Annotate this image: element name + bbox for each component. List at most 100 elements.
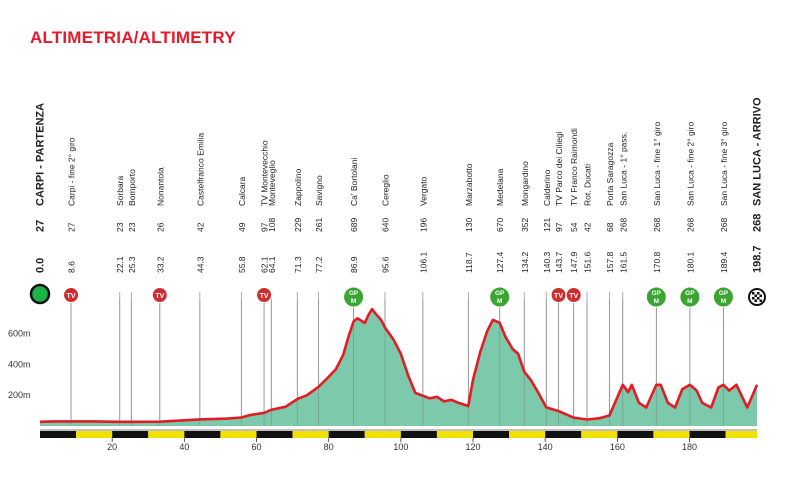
waypoint-km-label: 127.4 (495, 251, 505, 273)
waypoint-altitude-label: 268 (652, 218, 662, 232)
x-tick-label: 100 (393, 442, 408, 452)
waypoint-name-label: Monteveglio (267, 160, 277, 206)
waypoint-km-label: 106.1 (418, 251, 428, 273)
finish-flag-check (754, 294, 757, 297)
gpm-badge-icon (679, 286, 701, 308)
waypoint-km-label: 0.0 (35, 258, 47, 273)
x-tick-label: 180 (682, 442, 697, 452)
waypoint-altitude-label: 108 (267, 218, 277, 232)
waypoint-name-label: Vergato (418, 176, 428, 206)
axis-stripe-segment (473, 431, 510, 438)
start-marker-icon (29, 283, 51, 305)
waypoint-name-label: Medelana (495, 168, 505, 206)
x-tick-label: 60 (251, 442, 261, 452)
waypoint-km-label: 44.3 (195, 256, 205, 273)
tv-badge-label: TV (569, 293, 578, 300)
finish-flag-check (759, 299, 762, 302)
waypoint-altitude-label: 97 (554, 222, 564, 232)
tv-badge-label: TV (260, 293, 269, 300)
waypoint-altitude-label: 26 (155, 222, 165, 232)
x-tick-label: 140 (538, 442, 553, 452)
gpm-badge-icon (343, 286, 365, 308)
axis-stripe-segment (400, 431, 437, 438)
waypoint-km-label: 143.7 (554, 251, 564, 273)
axis-stripe-segment (725, 431, 757, 438)
axis-stripe-segment (653, 431, 690, 438)
gpm-badge-label: GP (685, 290, 695, 297)
waypoint-name-label: TV Montevecchio (260, 140, 270, 206)
waypoint-name-label: Bomporto (127, 169, 137, 206)
waypoint-km-label: 64.1 (267, 256, 277, 273)
y-tick-label: 600m (8, 329, 31, 339)
waypoint-name-label: Calderino (542, 169, 552, 206)
finish-flag-check (757, 297, 760, 300)
waypoint-km-label: 8.6 (67, 261, 77, 273)
gpm-badge-label: M (497, 298, 502, 305)
axis-stripe-segment (292, 431, 329, 438)
axis-stripe-segment (689, 431, 726, 438)
waypoint-name-label: Castelfranco Emilia (195, 133, 205, 206)
waypoint-altitude-label: 49 (237, 222, 247, 232)
waypoint-km-label: 140.3 (542, 251, 552, 273)
elevation-area (40, 309, 757, 426)
waypoint-altitude-label: 268 (685, 218, 695, 232)
gpm-badge-label: GP (719, 290, 729, 297)
waypoint-altitude-label: 261 (314, 218, 324, 232)
axis-stripe-segment (436, 431, 474, 438)
waypoint-name-label: Mongardino (520, 161, 530, 206)
waypoint-altitude-label: 27 (67, 222, 77, 232)
elevation-line (39, 307, 759, 424)
waypoint-altitude-label: 268 (618, 218, 628, 232)
waypoint-km-label: 151.6 (583, 251, 593, 273)
x-tick-label: 160 (610, 442, 625, 452)
axis-stripe-segment (545, 431, 582, 438)
waypoint-altitude-label: 130 (464, 218, 474, 232)
waypoint-km-label: 170.8 (652, 251, 662, 273)
waypoint-name-label: CARPI - PARTENZA (35, 103, 47, 206)
axis-stripe-segment (256, 431, 293, 438)
tv-badge-icon (256, 287, 273, 303)
waypoint-name-label: Porta Saragozza (605, 142, 615, 206)
x-tick-label: 80 (324, 442, 334, 452)
finish-flag-check (759, 294, 762, 297)
tv-badge-label: TV (155, 293, 164, 300)
waypoint-altitude-label: 42 (195, 222, 205, 232)
axis-stripe-segment (148, 431, 185, 438)
waypoint-km-label: 147.9 (569, 251, 579, 273)
waypoint-altitude-label: 352 (520, 218, 530, 232)
gpm-badge-label: GP (349, 290, 359, 297)
waypoint-altitude-label: 640 (380, 218, 390, 232)
gpm-badge-icon (489, 286, 511, 308)
x-tick-label: 120 (465, 442, 480, 452)
waypoint-altitude-label: 27 (35, 220, 47, 232)
waypoint-name-label: Zappolino (293, 168, 303, 206)
waypoint-km-label: 118.7 (464, 252, 474, 273)
waypoint-name-label: Nonantola (155, 167, 165, 206)
waypoint-name-label: San Luca - 1° pass. (618, 132, 628, 206)
axis-stripe-segment (581, 431, 618, 438)
waypoint-km-label: 198.7 (752, 245, 764, 273)
waypoint-name-label: Rot. Ducati (583, 164, 593, 206)
axis-stripe-segment (184, 431, 221, 438)
axis-stripe-segment (220, 431, 257, 438)
waypoint-name-label: TV Parco dei Ciliegi (554, 131, 564, 206)
waypoint-name-label: San Luca - fine 1° giro (652, 122, 662, 206)
waypoint-name-label: SAN LUCA - ARRIVO (752, 97, 764, 206)
x-tick-label: 40 (179, 442, 189, 452)
tv-badge-label: TV (67, 293, 76, 300)
waypoint-km-label: 180.1 (685, 251, 695, 273)
gpm-badge-label: M (654, 298, 659, 305)
waypoint-name-label: Ca' Bortolani (349, 157, 359, 206)
axis-stripe-segment (112, 431, 149, 438)
waypoint-altitude-label: 23 (115, 222, 125, 232)
waypoint-altitude-label: 121 (542, 218, 552, 232)
waypoint-altitude-label: 196 (418, 218, 428, 232)
waypoint-km-label: 33.2 (155, 256, 165, 273)
tv-badge-icon (565, 287, 582, 303)
waypoint-km-label: 71.3 (293, 256, 303, 273)
gpm-badge-label: M (721, 298, 726, 305)
tv-badge-label: TV (554, 293, 563, 300)
waypoint-name-label: Marzabotto (464, 163, 474, 206)
axis-stripe-segment (40, 431, 77, 438)
